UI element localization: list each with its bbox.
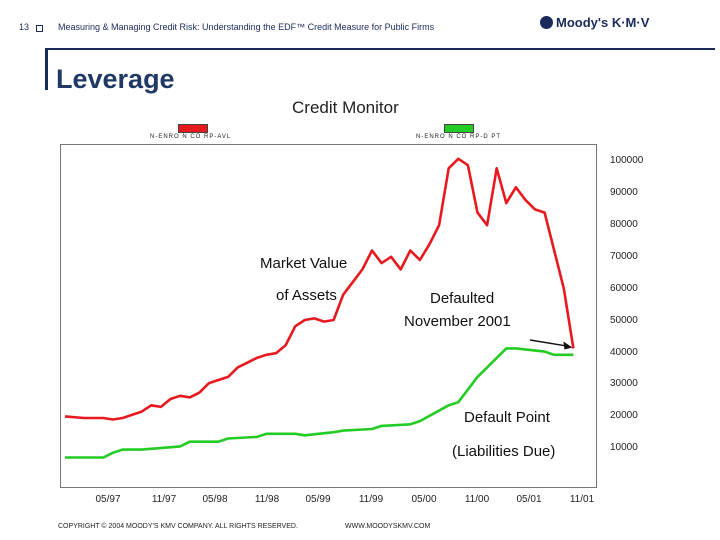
y-tick-label: 30000 (610, 378, 638, 389)
annotation-november-2001: November 2001 (404, 313, 511, 330)
y-tick-label: 20000 (610, 410, 638, 421)
legend-label-default-point: N-ENRO N CO RP-D PT (416, 134, 501, 140)
slide-number: 13 (19, 22, 30, 32)
x-tick-label: 11/01 (569, 494, 595, 505)
y-tick-label: 10000 (610, 442, 638, 453)
y-tick-label: 40000 (610, 347, 638, 358)
series-line-asset-value (64, 157, 575, 421)
header-bar (0, 0, 720, 48)
x-tick-label: 11/98 (254, 494, 280, 505)
y-tick-label: 100000 (610, 155, 644, 166)
legend-label-asset-value: N-ENRO N CO RP-AVL (150, 134, 232, 140)
annotation-of-assets: of Assets (276, 287, 337, 304)
x-tick-label: 05/00 (411, 494, 437, 505)
x-tick-label: 05/99 (305, 494, 331, 505)
header-bullet-icon (36, 25, 43, 32)
footer-copyright: COPYRIGHT © 2004 MOODY'S KMV COMPANY. AL… (58, 523, 298, 530)
chart-title: Credit Monitor (292, 98, 399, 117)
annotation-market-value: Market Value (260, 255, 348, 272)
y-tick-label: 70000 (610, 251, 638, 262)
header-divider (45, 48, 715, 50)
x-tick-label: 05/98 (202, 494, 228, 505)
x-tick-label: 11/99 (358, 494, 384, 505)
x-tick-label: 11/00 (464, 494, 490, 505)
legend-swatch-default-point (444, 124, 474, 133)
y-tick-label: 50000 (610, 315, 638, 326)
section-title: Leverage (56, 64, 175, 94)
legend-swatch-asset-value (178, 124, 208, 133)
y-tick-label: 60000 (610, 283, 638, 294)
annotation-arrow-line (529, 339, 570, 348)
footer-website: WWW.MOODYSKMV.COM (345, 523, 431, 530)
annotation-defaulted: Defaulted (430, 290, 495, 307)
logo-text: Moody's K·M·V (556, 15, 650, 30)
header-title: Measuring & Managing Credit Risk: Unders… (58, 22, 435, 32)
moodys-kmv-logo: Moody's K·M·V (540, 14, 710, 32)
title-accent-bar (45, 48, 48, 90)
y-tick-label: 80000 (610, 219, 638, 230)
x-tick-label: 11/97 (151, 494, 177, 505)
y-tick-label: 90000 (610, 187, 638, 198)
moodys-logo-icon (540, 16, 553, 29)
series-line-default-point (65, 347, 574, 459)
annotation-liabilities-due: (Liabilities Due) (452, 443, 556, 460)
annotation-arrow-head (563, 341, 573, 350)
x-tick-label: 05/97 (95, 494, 121, 505)
x-tick-label: 05/01 (516, 494, 542, 505)
annotation-default-point: Default Point (464, 409, 550, 426)
